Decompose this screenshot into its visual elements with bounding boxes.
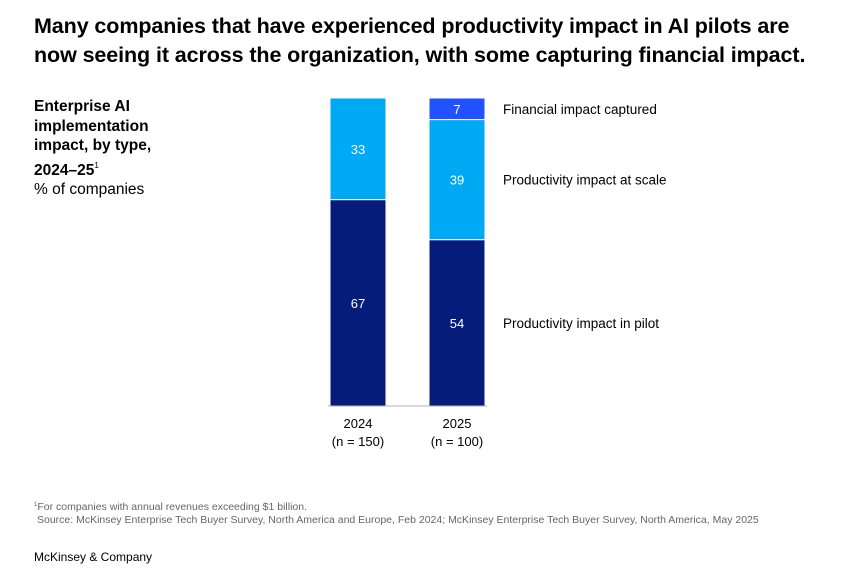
brand-logo-text: McKinsey & Company [34,550,153,564]
x-tick-sublabel-2025: (n = 100) [431,434,483,449]
bar-2025-productivity-impact-at-scale [428,119,486,241]
source-text: Source: McKinsey Enterprise Tech Buyer S… [37,514,759,526]
bar-2025-financial-impact-captured [428,97,486,121]
value-label-2024-productivity-impact-at-scale: 33 [351,142,365,157]
x-tick-label-2025: 2025 [443,416,472,431]
footnote: 1For companies with annual revenues exce… [34,499,834,527]
chart-title: Enterprise AI implementation impact, by … [34,98,152,179]
chart-headline: Many companies that have experienced pro… [34,14,806,67]
legend-label-productivity-impact-in-pilot: Productivity impact in pilot [503,316,659,331]
value-label-2025-productivity-impact-at-scale: 39 [450,173,464,188]
chart-subtitle: Enterprise AI implementation impact, by … [34,97,184,200]
x-tick-label-2024: 2024 [344,416,373,431]
legend-label-productivity-impact-at-scale: Productivity impact at scale [503,173,667,188]
bar-2025-productivity-impact-in-pilot [428,239,486,407]
value-label-2024-productivity-impact-in-pilot: 67 [351,296,365,311]
bar-2024-productivity-impact-at-scale [329,97,387,201]
footnote-text: For companies with annual revenues excee… [37,501,308,513]
legend-label-financial-impact-captured: Financial impact captured [503,102,657,117]
value-label-2025-financial-impact-captured: 7 [453,102,460,117]
footnote-line: 1For companies with annual revenues exce… [34,499,834,514]
stacked-bar-chart: 67 33 2024 (n = 150) 54 39 7 2025 (n = 100) Produ… [328,97,667,449]
title-footnote-marker: 1 [94,160,99,170]
chart-unit: % of companies [34,181,145,198]
x-tick-sublabel-2024: (n = 150) [332,434,384,449]
bar-2024-productivity-impact-in-pilot [329,199,387,407]
value-label-2025-productivity-impact-in-pilot: 54 [450,316,464,331]
footnote-marker: 1 [34,502,38,508]
